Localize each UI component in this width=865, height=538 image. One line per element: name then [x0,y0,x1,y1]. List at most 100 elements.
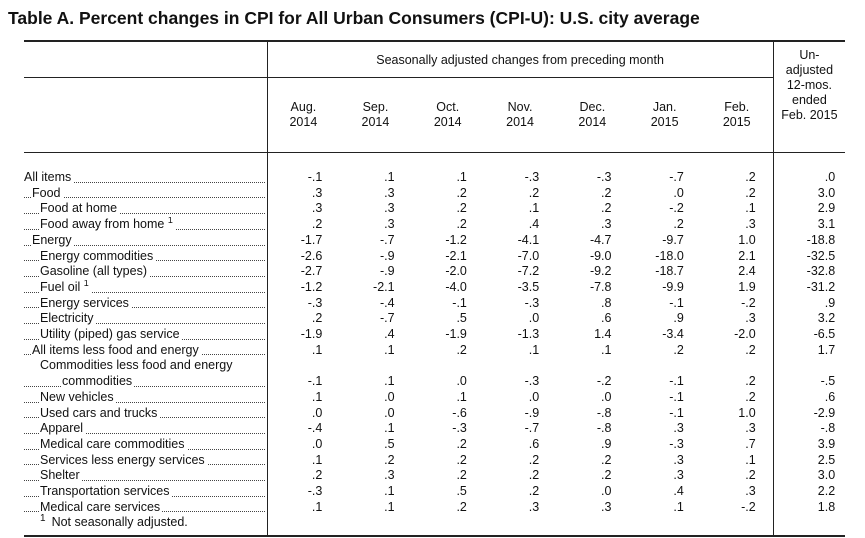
value-cell: .6 [528,436,540,451]
table-row: All items less food and energy .1 .1 .2 .1 .1… [24,342,845,359]
value-cell: -1.7 [266,232,340,249]
value-cell: -.1 [669,295,684,310]
month-header-line: 2014 [578,115,607,129]
row-label-text-wrap: Used cars and trucks [40,405,160,420]
leader-dots [24,385,265,387]
value-cell: -.4 [266,421,340,437]
value-cell: 1.0 [700,405,774,422]
spacer-cell [266,152,340,170]
unadjusted-header-line: 12-mos. [786,78,832,92]
month-header-line: 2014 [361,115,390,129]
unadjusted-value: 3.2 [817,311,836,326]
value-cell: .1 [266,499,340,516]
value-cell: .2 [601,185,612,200]
value-cell: -2.1 [445,248,467,263]
row-label-text-wrap: Energy commodities [40,248,156,263]
row-label: Commodities less food and energy [24,358,267,374]
month-header-line: 2015 [722,115,751,129]
value-cell: -18.0 [655,248,684,263]
value-cell: .2 [601,452,612,467]
spacer-cell [412,153,484,171]
leader-dots [24,213,265,215]
value-cell: -2.0 [700,327,774,343]
group-header: Seasonally adjusted changes from precedi… [266,40,774,78]
month-header-line: Oct. [436,100,460,114]
row-label-text: Gasoline (all types) [40,264,147,279]
cpi-table: Seasonally adjusted changes from precedi… [24,40,846,538]
month-header-line: Dec. [579,100,606,114]
row-label-text-wrap: Apparel [40,421,86,436]
month-header-line: Jan. [652,100,677,114]
unadjusted-header-line: ended [792,93,827,107]
value-cell: -.3 [524,374,540,389]
value-cell: .2 [456,436,467,451]
footnote-text: Not seasonally adjusted. [51,515,188,529]
value-cell: -9.2 [589,264,612,279]
spacer-row [24,152,845,171]
value-cell: .0 [601,389,612,404]
value-cell: -.3 [266,295,340,312]
unadjusted-value: 3.0 [817,468,836,483]
value-cell: -.7 [524,421,540,436]
value-cell: -.4 [380,295,395,310]
value-cell: .2 [456,217,467,232]
value-cell: .0 [266,405,340,422]
value-cell: -7.0 [517,248,540,263]
value-cell [412,358,484,374]
value-cell: .2 [456,499,467,514]
unadjusted-value: .6 [824,389,836,404]
unadjusted-value: -.5 [820,374,836,389]
bottom-cell [411,515,484,538]
value-cell: .2 [528,452,540,467]
value-cell: 1.9 [700,279,774,296]
value-cell: -7.2 [517,264,540,279]
value-cell: .3 [673,452,684,467]
row-label-text: Used cars and trucks [40,405,158,420]
value-cell: .3 [673,468,684,483]
value-cell: -9.7 [662,232,684,247]
month-header: Feb. 2015 [700,77,774,153]
value-cell: -.6 [452,405,467,420]
value-cell: .7 [700,436,774,453]
value-cell: -.7 [669,170,684,184]
leader-dots [24,480,265,482]
row-label-text: Commodities less food and energy [40,358,233,373]
leader-dots [24,291,265,293]
month-header-line: 2014 [289,115,318,129]
bottom-cell [556,515,629,538]
value-cell: .2 [266,217,340,233]
stub-header-lower [24,77,267,153]
spacer-cell [556,153,628,171]
unadjusted-header-line: Feb. 2015 [781,108,838,122]
table-row: Apparel -.4 .1 -.3 -.7 -.8 .3 .3 -.8 [24,421,845,437]
row-label: Energy commodities [24,248,267,265]
value-cell: .3 [528,499,540,514]
row-label: commodities [24,374,267,390]
row-label-text-wrap: Medical care services [40,499,163,514]
row-label-text: Transportation services [40,484,170,499]
row-label: Transportation services [24,484,267,500]
value-cell: -.7 [380,232,395,247]
value-cell: -4.1 [517,232,540,247]
value-cell: .1 [266,389,340,406]
value-cell: .5 [456,484,467,499]
value-cell: -2.6 [266,248,340,265]
value-cell: .1 [700,201,774,218]
value-cell: .2 [384,452,395,467]
value-cell: .2 [266,468,340,485]
leader-dots [24,401,265,403]
unadjusted-value: 2.9 [817,201,836,216]
leader-dots [24,197,265,199]
table-row: Energy -1.7 -.7 -1.2 -4.1 -4.7 -9.7 1.0 -18.8 [24,232,845,249]
value-cell: -.1 [669,389,684,404]
unadjusted-value: -2.9 [813,405,836,420]
table-row: Utility (piped) gas service -1.9 .4 -1.9 -1.… [24,327,845,343]
row-label-text: New vehicles [40,389,114,404]
row-label-text: Fuel oil [40,279,81,294]
value-cell: -18.7 [655,264,684,279]
value-cell: .3 [700,484,774,500]
value-cell: .1 [384,170,395,184]
unadjusted-value: 1.7 [817,342,836,357]
row-label: Energy services [24,295,267,312]
row-label-text: Shelter [40,468,80,483]
